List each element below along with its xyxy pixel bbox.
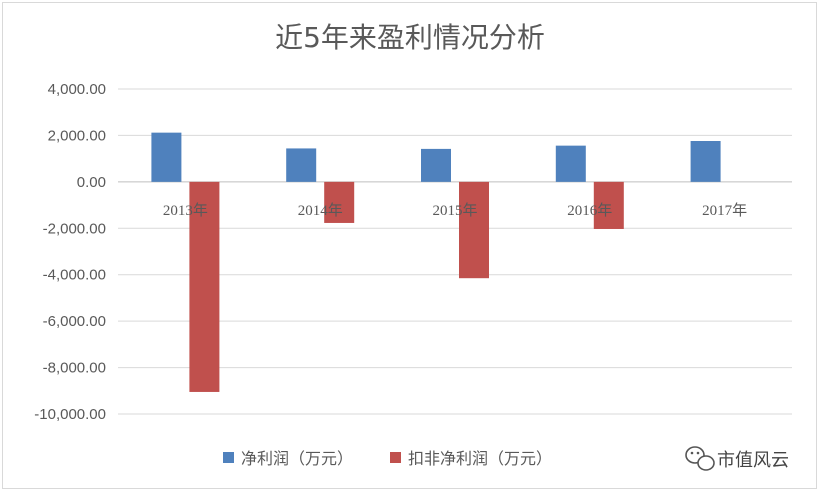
y-tick-label: -10,000.00	[34, 406, 106, 423]
chart-title: 近5年来盈利情况分析	[275, 21, 545, 54]
bar-adjusted-net-profit-2	[459, 181, 489, 279]
x-tick-label: 2016年	[567, 202, 612, 219]
x-tick-label: 2015年	[432, 202, 477, 219]
bar-adjusted-net-profit-1	[324, 181, 355, 223]
y-tick-label: -2,000.00	[43, 220, 106, 237]
bar-net-profit-3	[555, 145, 586, 182]
legend-swatch-net-profit	[223, 452, 234, 463]
x-tick-label: 2017年	[702, 202, 747, 219]
y-axis-ticks: 4,000.00 2,000.00 0.00 -2,000.00 -4,000.00 -6…	[34, 81, 106, 423]
wechat-icon	[685, 446, 715, 471]
bar-adjusted-net-profit-3	[593, 181, 624, 229]
y-tick-label: 4,000.00	[48, 81, 106, 98]
bar-net-profit-2	[421, 148, 451, 182]
legend: 净利润（万元） 扣非净利润（万元）	[223, 449, 552, 468]
legend-label-adjusted-net-profit: 扣非净利润（万元）	[408, 449, 552, 468]
y-tick-label: 0.00	[77, 174, 106, 191]
bars	[151, 132, 721, 392]
y-tick-label: 2,000.00	[48, 127, 106, 144]
gridlines	[118, 88, 792, 415]
legend-label-net-profit: 净利润（万元）	[241, 449, 353, 468]
watermark: 市值风云	[685, 446, 789, 471]
x-axis-ticks: 2013年 2014年 2015年 2016年 2017年	[163, 202, 747, 219]
watermark-text: 市值风云	[717, 450, 789, 471]
y-tick-label: -6,000.00	[43, 313, 106, 330]
legend-swatch-adjusted-net-profit	[390, 452, 401, 463]
bar-net-profit-1	[286, 148, 317, 182]
bar-adjusted-net-profit-0	[189, 181, 220, 392]
y-tick-label: -8,000.00	[43, 360, 106, 377]
bar-net-profit-0	[151, 132, 182, 182]
x-tick-label: 2014年	[298, 202, 343, 219]
x-tick-label: 2013年	[163, 202, 208, 219]
y-tick-label: -4,000.00	[43, 267, 106, 284]
bar-net-profit-4	[690, 141, 721, 182]
